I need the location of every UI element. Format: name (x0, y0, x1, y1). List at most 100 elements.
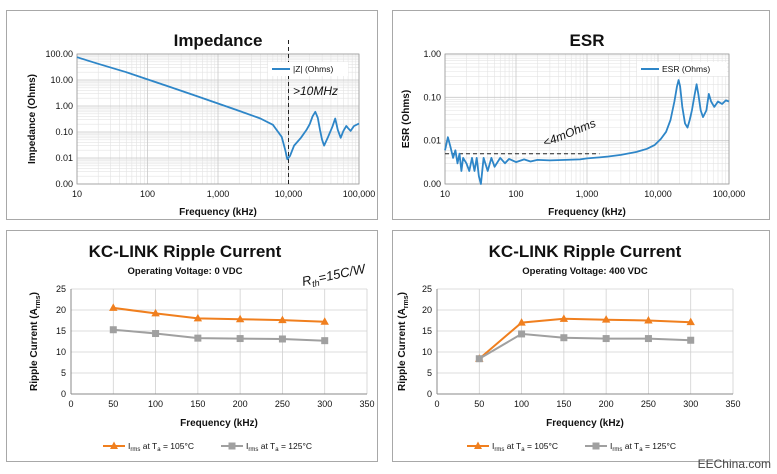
legend-text: = 125°C (279, 441, 312, 451)
y-tick-label: 0.10 (423, 92, 441, 102)
x-tick-label: 10 (440, 189, 450, 199)
x-tick-label: 10,000 (275, 189, 303, 199)
data-point-marker (644, 316, 653, 324)
x-axis-label: Frequency (kHz) (179, 207, 257, 218)
x-axis-label: Frequency (kHz) (548, 207, 626, 218)
data-point-marker (235, 314, 245, 323)
y-tick-label: 15 (56, 326, 66, 336)
x-tick-label: 100 (508, 189, 523, 199)
y-tick-label: 1.00 (55, 101, 73, 111)
x-tick-label: 10,000 (644, 189, 672, 199)
y-axis-label-main: Ripple Current (A (397, 308, 408, 391)
annotation-main: =15C/W (317, 261, 368, 286)
legend-background (268, 62, 348, 76)
legend-subscript: rms (130, 447, 140, 453)
series-line (444, 79, 730, 185)
legend-entry: ESR (Ohms) (662, 64, 710, 74)
legend-marker (110, 441, 118, 449)
y-tick-label: 25 (56, 284, 66, 294)
series-line (76, 56, 360, 161)
y-tick-label: 10 (422, 347, 432, 357)
chart-subtitle: Operating Voltage: 400 VDC (522, 266, 648, 277)
x-tick-label: 50 (108, 399, 118, 409)
x-tick-label: 250 (275, 399, 290, 409)
legend-subscript: rms (494, 447, 504, 453)
data-point-marker (475, 355, 483, 363)
data-point-marker (686, 317, 695, 326)
esr-chart-panel: 10 100 1,000 10,000 100,000 0.00 0.01 0.10 1.00 E… (392, 10, 770, 220)
y-tick-label: 0.01 (55, 153, 73, 163)
y-tick-label: 20 (56, 305, 66, 315)
legend-text: at T (504, 441, 521, 451)
y-axis-label: Impedance (Ohms) (27, 74, 38, 164)
y-tick-label: 0.00 (55, 179, 73, 189)
legend-text: = 105°C (161, 441, 194, 451)
x-tick-label: 0 (434, 399, 439, 409)
legend-text: I (610, 441, 612, 451)
data-point-marker (601, 315, 611, 323)
y-tick-label: 20 (422, 305, 432, 315)
x-tick-label: 50 (474, 399, 484, 409)
chart-title: Impedance (174, 31, 263, 50)
legend-subscript: a (639, 447, 643, 453)
y-tick-label: 5 (61, 368, 66, 378)
series-line (478, 317, 691, 360)
data-point-marker (687, 336, 695, 344)
data-point-marker (320, 317, 329, 325)
y-tick-label: 0.00 (423, 179, 441, 189)
chart-title: KC-LINK Ripple Current (489, 242, 682, 261)
y-axis-label-subscript: rms (403, 295, 410, 308)
x-tick-label: 150 (556, 399, 571, 409)
legend-text: at T (140, 441, 157, 451)
legend-subscript: rms (612, 447, 622, 453)
y-axis-label: ESR (Ohms) (401, 90, 412, 148)
esr-chart: 10 100 1,000 10,000 100,000 0.00 0.01 0.10 1.00 E… (401, 31, 745, 218)
annotation-text: >10MHz (293, 84, 338, 98)
x-tick-label: 1,000 (207, 189, 230, 199)
legend-marker (474, 441, 482, 449)
series-line (113, 306, 325, 323)
ripple-0vdc-chart-panel: 0 50 100 150 200 250 300 350 0 5 10 15 20 25 KC-LINK R… (6, 230, 378, 462)
annotation-text: Rth=15C/W (301, 261, 369, 291)
y-tick-label: 0.01 (423, 136, 441, 146)
x-tick-label: 200 (599, 399, 614, 409)
legend-subscript: a (275, 447, 279, 453)
series-line (113, 328, 325, 342)
data-point-marker (151, 308, 160, 317)
legend-text: = 105°C (525, 441, 558, 451)
y-axis-label: Ripple Current (Arms) (29, 292, 42, 391)
data-point-marker (109, 326, 117, 334)
y-tick-label: 5 (427, 368, 432, 378)
impedance-chart-panel: 10 100 1,000 10,000 100,000 0.00 0.01 0.10 1.00 1… (6, 10, 378, 220)
data-point-marker (559, 314, 569, 322)
y-tick-label: 100.00 (45, 49, 73, 59)
y-axis-label-close: ) (29, 292, 40, 295)
chart-subtitle: Operating Voltage: 0 VDC (128, 266, 243, 277)
legend-entry: |Z| (Ohms) (293, 64, 333, 74)
legend-text: I (492, 441, 494, 451)
legend-text: I (246, 441, 248, 451)
legend-text: I (128, 441, 130, 451)
y-tick-label: 15 (422, 326, 432, 336)
plot-area-border (76, 53, 360, 185)
data-point-marker (321, 337, 329, 345)
annotation-subscript: th (311, 278, 320, 289)
legend-entry: Irms at Ta = 105°C (492, 441, 558, 453)
y-axis-label-close: ) (397, 292, 408, 295)
data-point-marker (193, 313, 203, 322)
legend-entry: Irms at Ta = 125°C (246, 441, 312, 453)
x-tick-label: 150 (190, 399, 205, 409)
y-tick-label: 10 (56, 347, 66, 357)
data-point-marker (560, 334, 568, 342)
y-tick-label: 10.00 (50, 75, 73, 85)
data-point-marker (602, 335, 610, 343)
y-tick-label: 1.00 (423, 49, 441, 59)
x-tick-label: 100 (514, 399, 529, 409)
y-tick-label: 0 (61, 389, 66, 399)
x-tick-label: 250 (641, 399, 656, 409)
data-point-marker (278, 315, 287, 324)
chart-title: KC-LINK Ripple Current (89, 242, 282, 261)
legend-text: at T (258, 441, 275, 451)
data-point-marker (152, 330, 160, 338)
y-axis-label-subscript: rms (35, 295, 42, 308)
